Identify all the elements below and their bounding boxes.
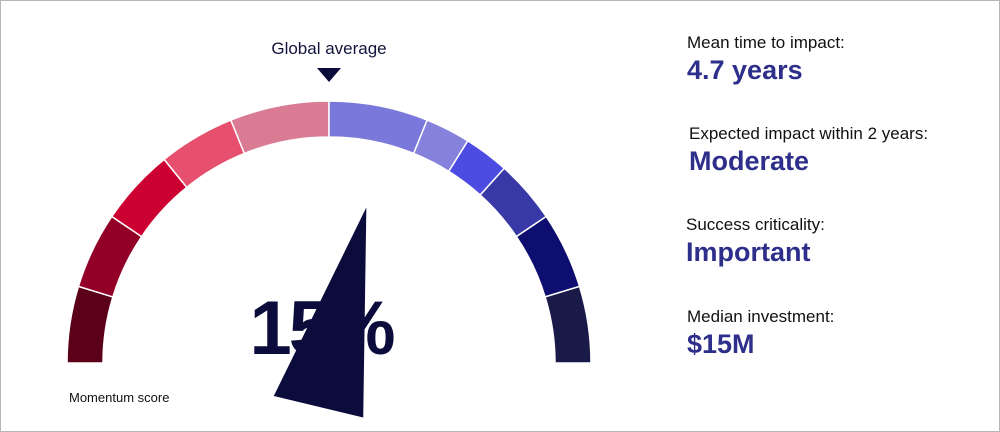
metric-expected-impact: Expected impact within 2 years: Moderate: [689, 124, 989, 178]
gauge-needle: [273, 207, 367, 418]
gauge-segment: [328, 100, 429, 155]
metric-label: Expected impact within 2 years:: [689, 124, 929, 143]
global-average-label: Global average: [271, 39, 387, 58]
gauge-caption: Momentum score: [69, 390, 170, 405]
gauge-segment: [544, 285, 592, 364]
global-average-marker: [317, 68, 341, 82]
metric-median-investment: Median investment: $15M: [687, 307, 987, 361]
metric-value: Moderate: [689, 146, 810, 176]
metric-value: 4.7 years: [687, 55, 803, 85]
metric-label: Median investment:: [687, 307, 835, 326]
gauge-segment: [66, 285, 114, 364]
metric-value: $15M: [687, 329, 755, 359]
metric-value: Important: [686, 237, 811, 267]
metric-label: Success criticality:: [686, 215, 825, 234]
momentum-score-value: 15%: [249, 286, 395, 371]
metric-success-criticality: Success criticality: Important: [686, 215, 986, 269]
metric-label: Mean time to impact:: [687, 33, 845, 52]
metric-mean-time: Mean time to impact: 4.7 years: [687, 33, 987, 87]
gauge-segment: [229, 100, 330, 155]
